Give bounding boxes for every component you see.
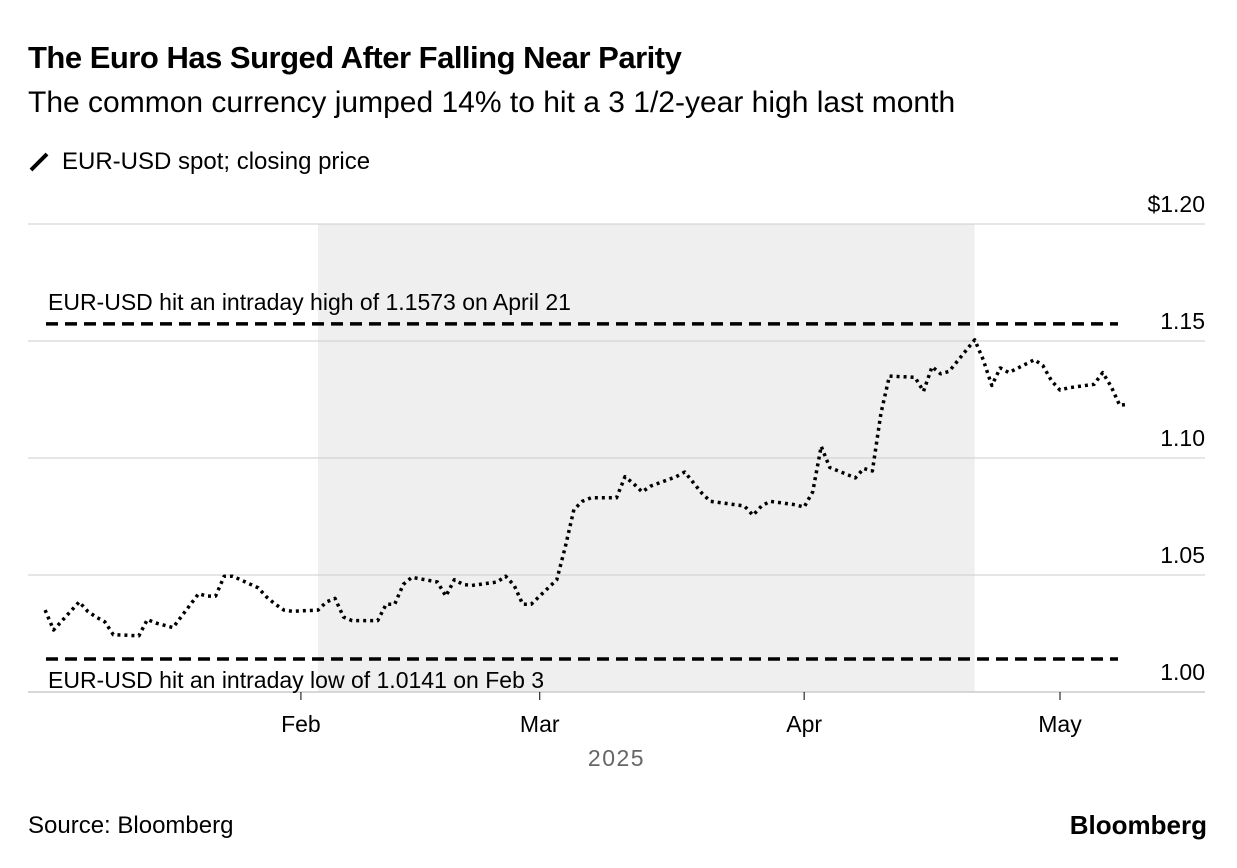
- annotation-label: EUR-USD hit an intraday high of 1.1573 o…: [48, 289, 571, 315]
- x-axis-year-label: 2025: [588, 745, 645, 771]
- y-tick-label: 1.05: [1160, 542, 1205, 568]
- x-tick-label: Feb: [281, 711, 321, 737]
- annotation-label: EUR-USD hit an intraday low of 1.0141 on…: [48, 667, 544, 693]
- y-tick-label: 1.10: [1160, 425, 1205, 451]
- legend: EUR-USD spot; closing price: [28, 148, 370, 176]
- series-line: [43, 338, 1129, 638]
- x-tick-label: Mar: [520, 711, 560, 737]
- pencil-icon: [28, 151, 50, 173]
- x-tick-label: May: [1038, 711, 1082, 737]
- y-tick-label: 1.00: [1160, 659, 1205, 685]
- y-tick-label: 1.15: [1160, 308, 1205, 334]
- chart-subtitle: The common currency jumped 14% to hit a …: [28, 86, 956, 119]
- chart-title: The Euro Has Surged After Falling Near P…: [28, 40, 682, 75]
- brand-logo: Bloomberg: [1069, 810, 1207, 840]
- line-chart: $1.20 1.15 1.10 1.05 1.00 Feb Mar Apr May 2025 EUR…: [28, 191, 1205, 771]
- y-tick-label: $1.20: [1147, 191, 1205, 217]
- x-tick-label: Apr: [786, 711, 822, 737]
- legend-label: EUR-USD spot; closing price: [62, 148, 371, 175]
- source-note: Source: Bloomberg: [28, 812, 234, 839]
